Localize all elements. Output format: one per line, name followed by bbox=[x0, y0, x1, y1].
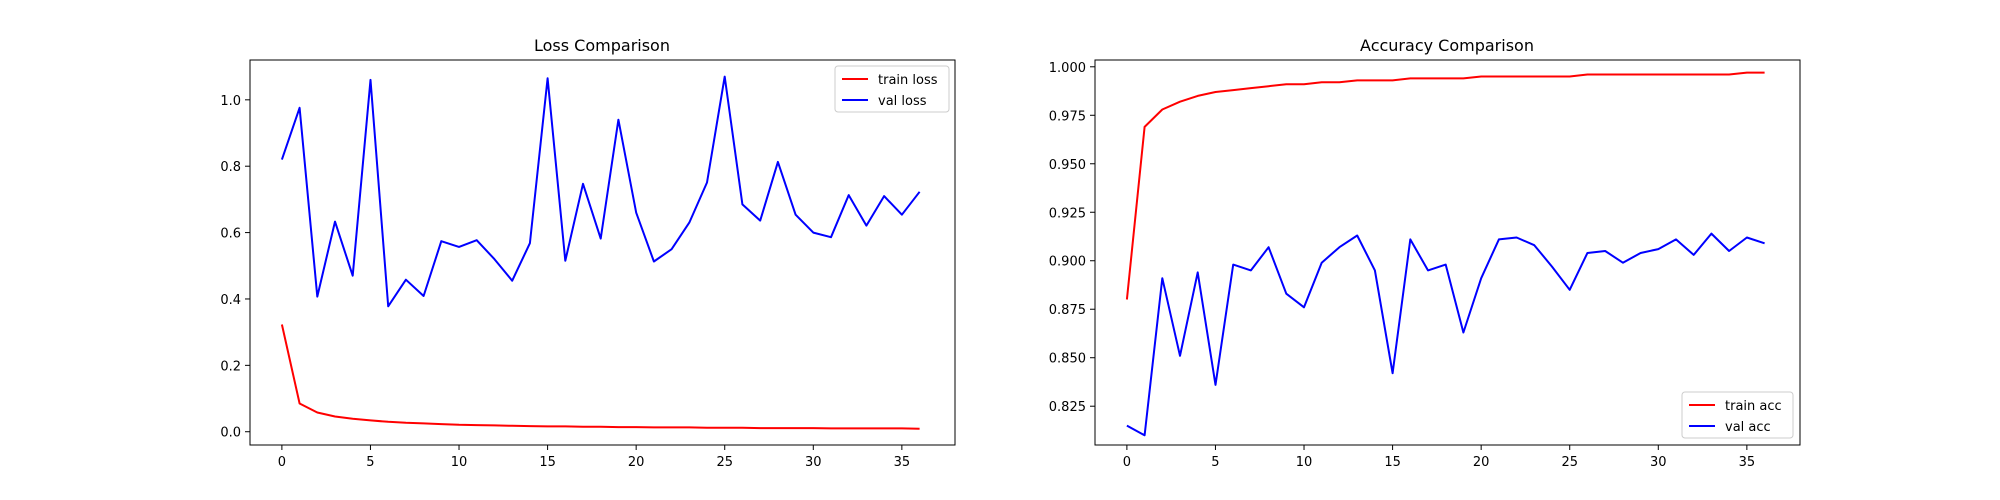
x-tick-label: 20 bbox=[628, 455, 645, 470]
legend-label-train-loss: train loss bbox=[878, 73, 938, 88]
legend-label-val-loss: val loss bbox=[878, 94, 927, 109]
plot-frame bbox=[1094, 59, 1801, 446]
y-tick-label: 0.850 bbox=[1049, 352, 1086, 367]
x-tick-label: 15 bbox=[1384, 455, 1401, 470]
legend-label-val-acc: val acc bbox=[1725, 420, 1771, 435]
y-tick-label: 0.8 bbox=[220, 160, 241, 175]
y-tick-label: 0.0 bbox=[220, 426, 241, 441]
legend: train acc val acc bbox=[1681, 391, 1794, 439]
x-tick-label: 10 bbox=[451, 455, 468, 470]
y-tick-label: 0.825 bbox=[1049, 400, 1086, 415]
y-tick-label: 0.2 bbox=[220, 359, 241, 374]
loss-comparison-chart: Loss Comparison 0 5 10 15 20 25 30 350.00.20.40… bbox=[220, 36, 956, 470]
y-tick-label: 0.4 bbox=[220, 293, 241, 308]
accuracy-comparison-chart: Accuracy Comparison 0 5 10 15 20 25 30 350.8250… bbox=[1049, 36, 1801, 470]
y-tick-label: 1.0 bbox=[220, 94, 241, 109]
series-layer bbox=[1125, 71, 1765, 437]
x-tick-label: 5 bbox=[1211, 455, 1219, 470]
x-tick-label: 25 bbox=[716, 455, 733, 470]
series-line-train-acc bbox=[1125, 71, 1765, 300]
y-tick-label: 0.975 bbox=[1049, 109, 1086, 124]
tick-layer: 0 5 10 15 20 25 30 35 0.825 0.850 0.875 0.900 0.925 0… bbox=[1049, 61, 1755, 470]
tick-layer: 0 5 10 15 20 25 30 35 0.0 0.2 0.4 0.6 0.8 1.0 bbox=[220, 94, 910, 470]
y-tick-label: 0.925 bbox=[1049, 206, 1086, 221]
series-line-train-loss bbox=[280, 324, 920, 430]
plot-frame bbox=[249, 59, 956, 446]
y-tick-label: 1.000 bbox=[1049, 61, 1086, 76]
y-tick-label: 0.6 bbox=[220, 227, 241, 242]
chart-title: Accuracy Comparison bbox=[1360, 36, 1534, 55]
y-tick-label: 0.875 bbox=[1049, 303, 1086, 318]
x-tick-label: 30 bbox=[1650, 455, 1667, 470]
chart-title: Loss Comparison bbox=[534, 36, 670, 55]
x-tick-label: 5 bbox=[366, 455, 374, 470]
series-layer bbox=[280, 75, 921, 430]
legend: train loss val loss bbox=[834, 65, 950, 113]
series-line-val-acc bbox=[1126, 232, 1765, 437]
x-tick-label: 35 bbox=[894, 455, 911, 470]
x-tick-label: 0 bbox=[278, 455, 286, 470]
x-tick-label: 30 bbox=[805, 455, 822, 470]
x-tick-label: 10 bbox=[1296, 455, 1313, 470]
x-tick-label: 0 bbox=[1123, 455, 1131, 470]
x-tick-label: 35 bbox=[1739, 455, 1756, 470]
series-line-val-loss bbox=[280, 75, 921, 308]
y-tick-label: 0.900 bbox=[1049, 255, 1086, 270]
y-tick-label: 0.950 bbox=[1049, 158, 1086, 173]
legend-label-train-acc: train acc bbox=[1725, 399, 1782, 414]
x-tick-label: 20 bbox=[1473, 455, 1490, 470]
x-tick-label: 25 bbox=[1561, 455, 1578, 470]
x-tick-label: 15 bbox=[539, 455, 556, 470]
